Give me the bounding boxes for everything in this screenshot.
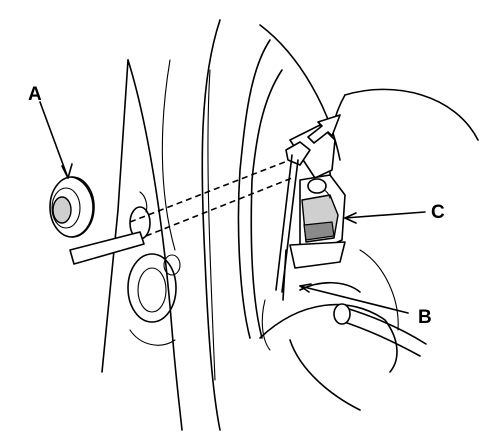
grommet	[49, 176, 95, 238]
speaker-hole	[127, 253, 181, 346]
cable	[333, 303, 427, 357]
tool-rod	[69, 231, 145, 265]
movement-arrow	[307, 114, 341, 144]
callout-c: C	[431, 202, 445, 223]
hidden-path	[129, 159, 293, 237]
latch-assembly	[285, 124, 346, 269]
linkage-rod	[275, 154, 299, 301]
door-panel	[101, 59, 216, 431]
door-frame	[201, 19, 341, 431]
leader-lines	[39, 101, 426, 314]
body-opening	[328, 88, 479, 331]
lower-body	[259, 281, 398, 411]
callout-a: A	[28, 84, 42, 105]
callout-b: B	[418, 307, 432, 328]
